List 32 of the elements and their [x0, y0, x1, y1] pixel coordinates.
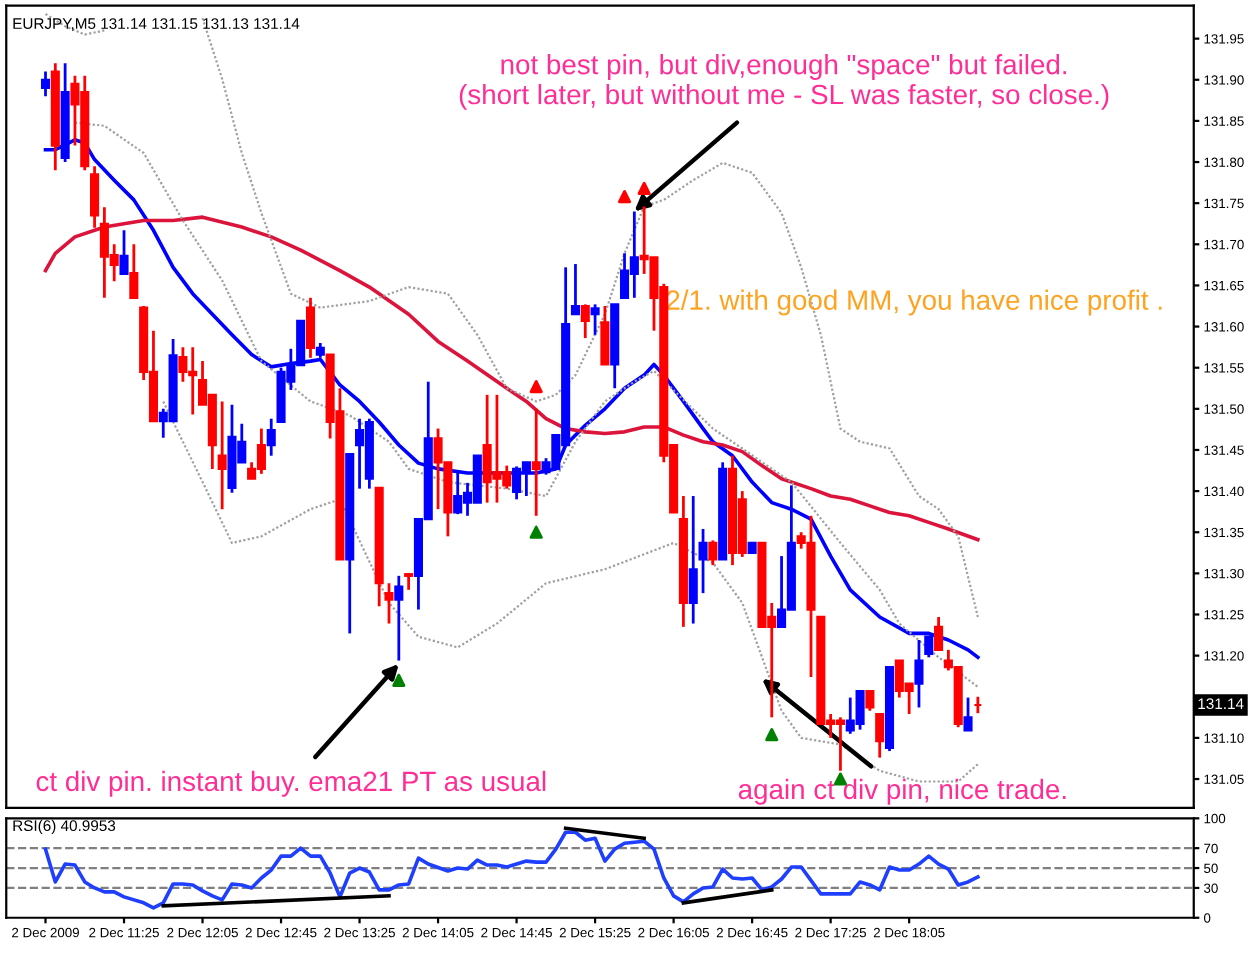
candlestick [40, 70, 51, 98]
candlestick [708, 539, 718, 567]
candlestick [90, 164, 100, 230]
candlestick [570, 262, 581, 316]
candlestick [865, 689, 875, 713]
candlestick [394, 574, 404, 662]
candlestick [119, 228, 129, 276]
candlestick [531, 407, 541, 518]
point [765, 728, 779, 742]
point [617, 190, 632, 204]
candlestick [688, 494, 698, 625]
annotation: 2/1. with good MM, you have nice profit . [666, 289, 1162, 316]
candlestick [217, 400, 227, 511]
line-series [43, 830, 980, 910]
point [529, 380, 543, 394]
candlestick [580, 302, 590, 340]
point [529, 525, 543, 539]
candlestick [129, 242, 139, 300]
candlestick [305, 296, 316, 360]
candlestick [914, 638, 924, 709]
candlestick [590, 302, 600, 337]
point [637, 181, 651, 195]
candlestick [600, 304, 610, 366]
candlestick [698, 527, 708, 595]
candlestick [384, 581, 394, 625]
candlestick [963, 696, 973, 732]
annotation: again ct div pin, nice trade. [738, 778, 1066, 805]
candlestick [875, 712, 885, 760]
point [392, 673, 406, 687]
candlestick [934, 615, 944, 652]
annotation: ct div pin. instant buy. ema21 PT as usual [36, 770, 546, 797]
annotation: not best pin, but div,enough "space" but failed. (short later, but without me - SL was faster, so close.) [459, 54, 1109, 110]
